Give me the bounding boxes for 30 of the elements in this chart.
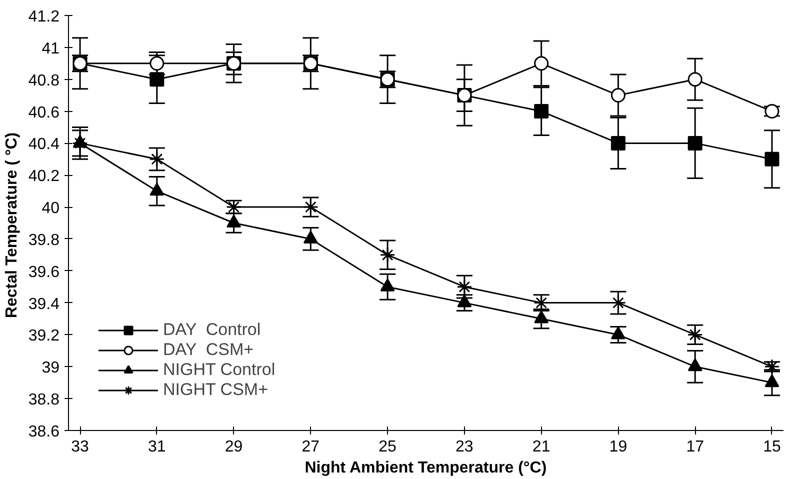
y-tick-label: 40.4	[28, 136, 60, 154]
y-tick-label: 41.2	[28, 8, 60, 26]
x-tick-label: 17	[686, 438, 704, 456]
y-tick-label: 39.8	[28, 232, 60, 249]
y-axis-title: Rectal Temperature ( °C)	[3, 132, 20, 318]
y-tick-label: 39	[42, 360, 60, 377]
y-tick-label: 40.8	[28, 72, 60, 90]
x-tick-label: 25	[378, 438, 397, 456]
legend-label: DAY CSM+	[163, 340, 254, 360]
x-tick-label: 31	[148, 438, 166, 456]
y-tick-label: 38.6	[28, 424, 60, 440]
y-tick-label: 40.2	[28, 168, 60, 186]
legend-label: NIGHT CSM+	[163, 380, 268, 400]
y-tick-label: 38.8	[28, 392, 60, 409]
y-tick-label: 39.6	[28, 264, 60, 281]
y-tick-label: 39.2	[28, 328, 60, 345]
x-tick-label: 33	[71, 438, 90, 456]
x-tick-label: 15	[763, 438, 781, 456]
y-tick-label: 39.4	[28, 296, 60, 313]
x-tick-label: 19	[609, 438, 628, 456]
y-tick-label: 41	[42, 40, 60, 58]
x-tick-label: 23	[456, 438, 474, 456]
y-tick-label: 40.6	[28, 104, 60, 122]
x-axis-title: Night Ambient Temperature (°C)	[304, 460, 547, 476]
legend-label: NIGHT Control	[163, 360, 276, 380]
x-tick-label: 27	[302, 438, 320, 456]
legend-label: DAY Control	[163, 320, 261, 340]
y-tick-label: 40	[42, 200, 60, 218]
x-tick-label: 21	[532, 438, 550, 456]
x-tick-label: 29	[224, 438, 243, 456]
